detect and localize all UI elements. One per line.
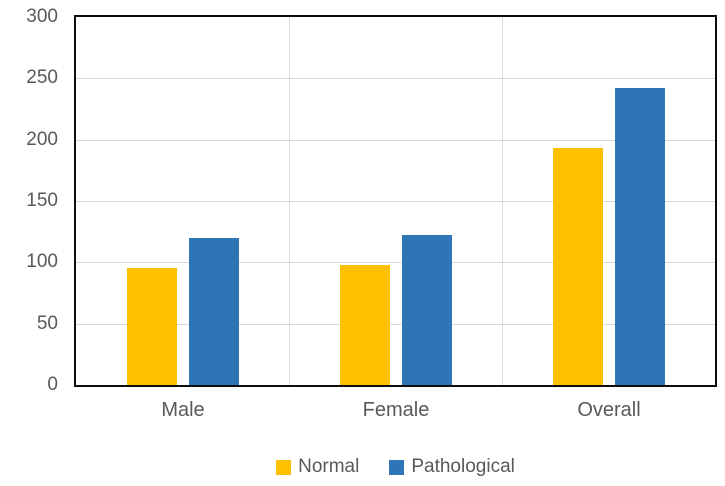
- gridline-y-250: [76, 78, 715, 80]
- legend-swatch-normal: [276, 459, 292, 475]
- y-tick-label: 250: [26, 67, 58, 89]
- bar-male-pathological: [189, 238, 239, 385]
- bar-overall-pathological: [615, 88, 665, 385]
- x-category-label-female: Female: [362, 399, 430, 421]
- legend-item-normal: Normal: [276, 456, 359, 478]
- gridline-y-150: [76, 201, 715, 202]
- gridline-x-separator: [502, 17, 503, 385]
- legend-label: Normal: [298, 456, 360, 477]
- gridline-y-50: [76, 323, 715, 325]
- y-tick-label: 50: [36, 312, 58, 334]
- y-tick-label: 100: [26, 251, 58, 273]
- plot-area: [74, 15, 717, 387]
- legend-swatch-pathological: [389, 459, 405, 475]
- legend-label: Pathological: [411, 456, 515, 477]
- legend: Normal Pathological: [74, 456, 717, 478]
- y-tick-label: 150: [26, 190, 58, 211]
- gridline-y-200: [76, 139, 715, 141]
- gridline-x-separator: [289, 17, 290, 385]
- y-tick-label: 0: [47, 374, 58, 395]
- y-axis-labels: 0 50 100 150 200 250 300: [0, 0, 58, 486]
- y-tick-label: 200: [26, 128, 58, 150]
- y-tick-label: 300: [26, 6, 58, 27]
- x-category-label-overall: Overall: [577, 399, 641, 421]
- bar-female-normal: [340, 265, 390, 385]
- gridline-y-100: [76, 262, 715, 264]
- x-axis-labels: Male Female Overall: [76, 399, 715, 429]
- bar-overall-normal: [553, 148, 603, 385]
- bar-male-normal: [127, 268, 177, 385]
- x-category-label-male: Male: [161, 399, 205, 421]
- bar-female-pathological: [402, 235, 452, 385]
- legend-item-pathological: Pathological: [389, 456, 515, 478]
